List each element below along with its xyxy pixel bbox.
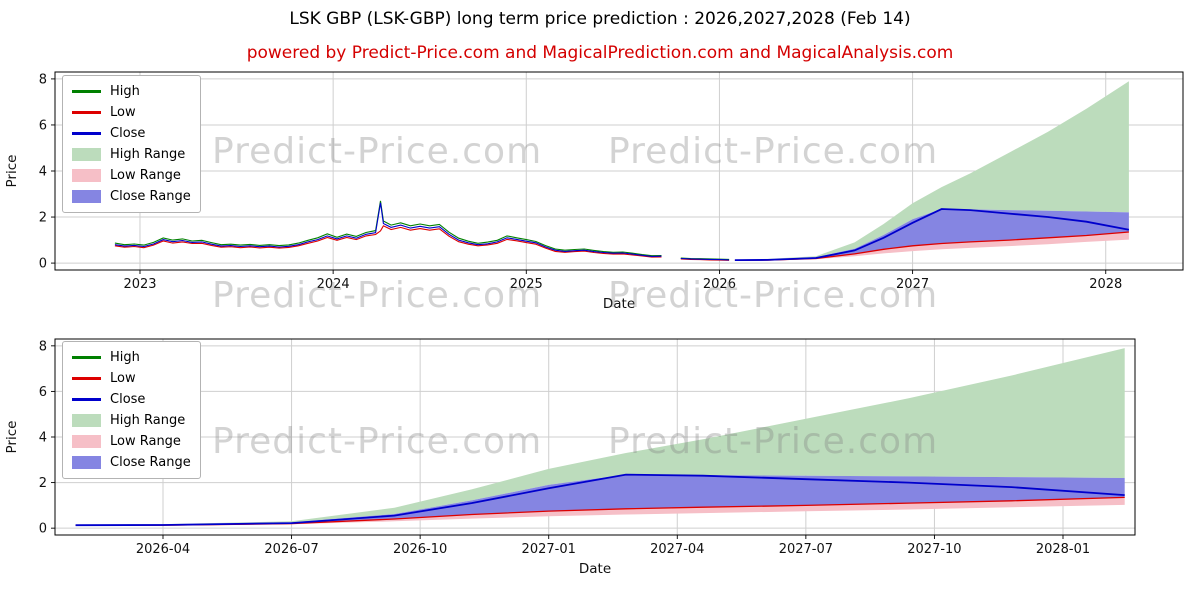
legend-item-high-range: High Range — [72, 410, 191, 431]
svg-text:Date: Date — [603, 296, 635, 312]
svg-text:2027: 2027 — [896, 277, 929, 292]
legend-label: Close Range — [110, 455, 191, 470]
svg-text:Price: Price — [4, 421, 20, 454]
svg-text:2: 2 — [39, 211, 47, 226]
svg-text:2027-04: 2027-04 — [650, 542, 704, 557]
chart-legend: High Low Close High Range Low Range Close Ran… — [62, 75, 201, 213]
svg-text:2026-07: 2026-07 — [264, 542, 318, 557]
svg-text:2026-10: 2026-10 — [393, 542, 447, 557]
legend-swatch-icon — [72, 169, 101, 182]
legend-label: Low — [110, 105, 136, 120]
svg-text:2024: 2024 — [317, 277, 350, 292]
legend-item-close-range: Close Range — [72, 452, 191, 473]
legend-swatch-icon — [72, 414, 101, 427]
legend-swatch-icon — [72, 90, 101, 93]
svg-text:2027-10: 2027-10 — [907, 542, 961, 557]
svg-text:Date: Date — [579, 561, 611, 577]
svg-text:0: 0 — [39, 522, 47, 537]
svg-text:4: 4 — [39, 431, 47, 446]
legend-label: High — [110, 350, 140, 365]
svg-text:8: 8 — [39, 339, 47, 354]
legend-item-close-range: Close Range — [72, 186, 191, 207]
legend-item-high-range: High Range — [72, 144, 191, 165]
legend-label: High Range — [110, 413, 186, 428]
svg-text:8: 8 — [39, 72, 47, 87]
svg-text:2026-04: 2026-04 — [136, 542, 190, 557]
legend-item-low-range: Low Range — [72, 165, 191, 186]
chart-legend: High Low Close High Range Low Range Close Ran… — [62, 341, 201, 479]
legend-item-high: High — [72, 81, 191, 102]
legend-label: Low Range — [110, 168, 181, 183]
legend-item-low: Low — [72, 368, 191, 389]
legend-swatch-icon — [72, 377, 101, 380]
legend-label: Close Range — [110, 189, 191, 204]
svg-text:4: 4 — [39, 165, 47, 180]
legend-label: Low — [110, 371, 136, 386]
price-history-chart: 2023 2024 2025 2026 2027 2028 0 2 4 6 8 Date Price — [4, 71, 1184, 312]
legend-label: Low Range — [110, 434, 181, 449]
svg-text:2028-01: 2028-01 — [1036, 542, 1090, 557]
legend-label: High Range — [110, 147, 186, 162]
svg-text:Price: Price — [4, 155, 20, 188]
legend-swatch-icon — [72, 148, 101, 161]
svg-text:0: 0 — [39, 257, 47, 272]
svg-text:2027-07: 2027-07 — [779, 542, 833, 557]
svg-text:6: 6 — [39, 385, 47, 400]
legend-item-low-range: Low Range — [72, 431, 191, 452]
legend-label: Close — [110, 392, 146, 407]
legend-swatch-icon — [72, 435, 101, 448]
prediction-zoom-chart: 2026-04 2026-07 2026-10 2027-01 2027-04 2027-… — [4, 338, 1136, 577]
svg-text:2025: 2025 — [510, 277, 543, 292]
svg-text:2023: 2023 — [123, 277, 156, 292]
page-subtitle: powered by Predict-Price.com and Magical… — [246, 43, 954, 63]
legend-label: High — [110, 84, 140, 99]
legend-swatch-icon — [72, 356, 101, 359]
legend-item-close: Close — [72, 389, 191, 410]
legend-item-close: Close — [72, 123, 191, 144]
svg-text:2026: 2026 — [703, 277, 736, 292]
legend-swatch-icon — [72, 456, 101, 469]
legend-item-high: High — [72, 347, 191, 368]
legend-item-low: Low — [72, 102, 191, 123]
svg-text:2028: 2028 — [1089, 277, 1122, 292]
legend-swatch-icon — [72, 132, 101, 135]
legend-swatch-icon — [72, 398, 101, 401]
page-title: LSK GBP (LSK-GBP) long term price predic… — [289, 9, 911, 29]
legend-label: Close — [110, 126, 146, 141]
svg-text:2: 2 — [39, 476, 47, 491]
svg-text:2027-01: 2027-01 — [522, 542, 576, 557]
svg-text:6: 6 — [39, 118, 47, 133]
legend-swatch-icon — [72, 190, 101, 203]
legend-swatch-icon — [72, 111, 101, 114]
